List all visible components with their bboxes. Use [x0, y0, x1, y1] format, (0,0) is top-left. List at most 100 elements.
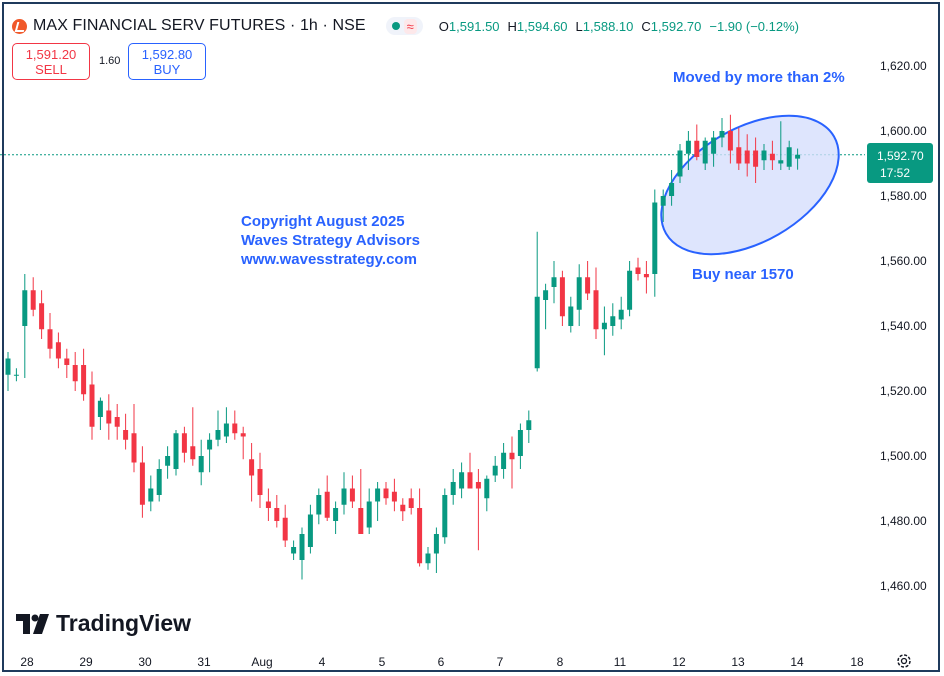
tradingview-logo[interactable]: TradingView — [16, 610, 191, 637]
candle[interactable] — [534, 231, 540, 372]
candle[interactable] — [307, 504, 313, 554]
candle[interactable] — [593, 267, 599, 340]
candle[interactable] — [131, 404, 137, 473]
candle[interactable] — [467, 452, 473, 489]
candle[interactable] — [215, 410, 221, 447]
candle[interactable] — [358, 469, 364, 534]
candle[interactable] — [207, 433, 213, 473]
candle[interactable] — [173, 430, 179, 476]
candle[interactable] — [727, 114, 733, 164]
candle[interactable] — [282, 504, 288, 547]
candle[interactable] — [517, 423, 523, 470]
candle[interactable] — [123, 413, 129, 450]
candle[interactable] — [795, 148, 801, 170]
candle[interactable] — [643, 261, 649, 294]
candle[interactable] — [719, 118, 725, 148]
candle[interactable] — [408, 488, 414, 515]
candle[interactable] — [324, 475, 330, 522]
candle[interactable] — [139, 446, 145, 518]
candle[interactable] — [559, 270, 565, 326]
candle[interactable] — [274, 495, 280, 528]
candle[interactable] — [425, 547, 431, 570]
candle[interactable] — [761, 144, 767, 170]
sell-button[interactable]: 1,591.20 SELL — [12, 43, 90, 80]
candle[interactable] — [484, 475, 490, 512]
candle[interactable] — [509, 436, 515, 489]
candle[interactable] — [744, 134, 750, 177]
candle[interactable] — [568, 296, 574, 333]
price-axis[interactable]: 1,620.00 1,600.00 1,580.00 1,560.00 1,540.00… — [880, 59, 927, 593]
candle[interactable] — [585, 261, 591, 300]
candle[interactable] — [249, 443, 255, 502]
candle[interactable] — [299, 527, 305, 580]
candle[interactable] — [400, 498, 406, 521]
candle[interactable] — [349, 475, 355, 509]
candle[interactable] — [64, 348, 70, 378]
candle[interactable] — [148, 475, 154, 512]
candle[interactable] — [702, 137, 708, 171]
symbol-title[interactable]: MAX FINANCIAL SERV FUTURES · 1h · NSE — [33, 17, 366, 34]
candle[interactable] — [114, 404, 120, 440]
candle[interactable] — [366, 488, 372, 535]
candle[interactable] — [685, 131, 691, 170]
candle[interactable] — [442, 488, 448, 544]
candle[interactable] — [459, 462, 465, 499]
candle[interactable] — [333, 501, 339, 535]
candle[interactable] — [30, 277, 36, 317]
candle[interactable] — [551, 261, 557, 304]
candle[interactable] — [232, 410, 238, 440]
candle[interactable] — [450, 469, 456, 505]
candle[interactable] — [610, 303, 616, 336]
candle[interactable] — [778, 121, 784, 170]
candle[interactable] — [383, 482, 389, 505]
candle[interactable] — [106, 394, 112, 440]
candle[interactable] — [786, 140, 792, 170]
candle[interactable] — [190, 407, 196, 466]
candle[interactable] — [769, 140, 775, 170]
candle[interactable] — [677, 144, 683, 183]
candle[interactable] — [316, 488, 322, 525]
candle[interactable] — [198, 439, 204, 486]
candle[interactable] — [660, 189, 666, 223]
candle[interactable] — [39, 290, 45, 339]
candle[interactable] — [635, 257, 641, 281]
candle[interactable] — [47, 313, 53, 359]
settings-gear-icon[interactable] — [896, 653, 912, 669]
candle[interactable] — [475, 469, 481, 551]
candle[interactable] — [391, 478, 397, 512]
candle[interactable] — [433, 527, 439, 574]
candle[interactable] — [257, 452, 263, 508]
time-axis[interactable]: 28 29 30 31 Aug 4 5 6 7 8 11 12 13 14 18 — [20, 655, 864, 669]
candle[interactable] — [291, 540, 297, 561]
candle[interactable] — [501, 443, 507, 479]
candle[interactable] — [22, 274, 28, 378]
candle[interactable] — [156, 459, 162, 502]
candle[interactable] — [627, 261, 633, 317]
candle[interactable] — [81, 348, 87, 401]
candle[interactable] — [223, 407, 229, 443]
candle[interactable] — [711, 131, 717, 167]
candle[interactable] — [669, 170, 675, 206]
candle[interactable] — [240, 426, 246, 460]
candle[interactable] — [13, 368, 19, 382]
candle[interactable] — [265, 488, 271, 522]
candle[interactable] — [5, 352, 11, 391]
candle[interactable] — [618, 296, 624, 330]
candle[interactable] — [165, 446, 171, 479]
candle[interactable] — [753, 137, 759, 184]
candle[interactable] — [601, 306, 607, 356]
candle[interactable] — [492, 456, 498, 482]
candle[interactable] — [526, 410, 532, 444]
candle[interactable] — [72, 352, 78, 391]
candle[interactable] — [181, 426, 187, 463]
candle[interactable] — [576, 264, 582, 326]
candle[interactable] — [341, 472, 347, 515]
buy-button[interactable]: 1,592.80 BUY — [128, 43, 206, 80]
candle[interactable] — [97, 397, 103, 431]
candle[interactable] — [652, 189, 658, 297]
indicator-pill[interactable]: ≈ — [385, 17, 423, 35]
candle[interactable] — [417, 488, 423, 567]
candle[interactable] — [55, 332, 61, 369]
candle[interactable] — [694, 124, 700, 161]
